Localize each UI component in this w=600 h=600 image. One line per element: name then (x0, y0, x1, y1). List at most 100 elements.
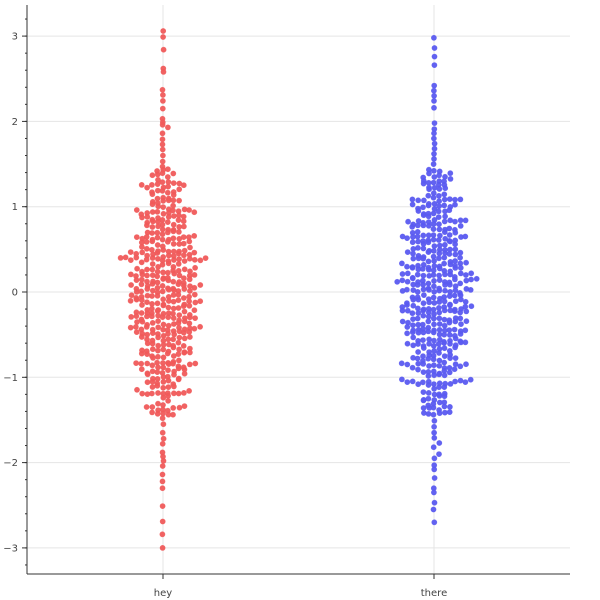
data-point-there (446, 196, 453, 202)
data-point-there (420, 272, 427, 279)
data-point-there (430, 226, 437, 232)
data-point-there (425, 395, 432, 402)
data-point-hey (165, 392, 171, 399)
data-point-hey (175, 357, 182, 364)
data-point-there (430, 167, 437, 174)
data-point-hey (149, 340, 156, 347)
data-point-hey (170, 278, 177, 285)
data-point-there (404, 361, 411, 368)
data-point-there (441, 307, 448, 314)
data-point-there (430, 329, 437, 336)
data-point-hey (154, 359, 160, 366)
data-point-hey (180, 303, 187, 309)
data-point-there (436, 203, 442, 210)
data-point-there (446, 302, 453, 309)
data-point-hey (159, 429, 166, 436)
data-point-hey (155, 312, 161, 319)
data-point-hey (165, 330, 171, 337)
data-point-hey (176, 334, 183, 341)
data-point-hey (138, 360, 145, 367)
data-point-hey (191, 291, 198, 298)
data-point-there (436, 287, 443, 294)
data-point-there (431, 130, 437, 137)
data-point-hey (149, 330, 156, 336)
data-point-there (430, 411, 437, 418)
data-point-there (457, 330, 464, 337)
y-tick-label: −1 (3, 373, 18, 384)
data-point-there (425, 410, 432, 417)
data-point-there (426, 286, 432, 293)
data-point-there (431, 429, 437, 436)
data-point-there (425, 266, 432, 273)
data-point-hey (176, 272, 183, 279)
data-point-hey (176, 186, 183, 193)
data-point-there (446, 327, 453, 333)
data-point-there (452, 201, 458, 208)
data-point-hey (143, 256, 150, 263)
data-point-there (404, 263, 410, 270)
data-point-hey (186, 320, 193, 327)
data-point-hey (143, 404, 150, 410)
data-point-hey (139, 390, 146, 397)
data-point-hey (139, 318, 146, 325)
data-point-hey (155, 263, 161, 270)
data-point-hey (181, 258, 188, 264)
data-point-hey (160, 421, 167, 428)
data-point-there (457, 296, 464, 303)
data-point-hey (191, 307, 198, 314)
data-point-hey (159, 158, 166, 165)
data-point-there (415, 321, 422, 328)
data-point-hey (165, 213, 172, 220)
data-point-hey (170, 344, 177, 351)
data-point-there (473, 275, 480, 282)
data-point-hey (202, 255, 209, 261)
data-point-hey (149, 346, 156, 353)
data-point-there (436, 309, 443, 316)
data-point-there (457, 217, 464, 224)
data-point-there (430, 294, 437, 301)
data-point-there (409, 275, 416, 282)
data-point-hey (154, 369, 161, 375)
data-point-there (441, 254, 448, 261)
data-point-hey (154, 292, 161, 299)
data-point-hey (170, 360, 176, 367)
data-point-there (430, 315, 437, 322)
data-point-there (431, 277, 437, 284)
data-point-hey (159, 236, 166, 243)
data-point-hey (133, 288, 140, 295)
data-point-hey (154, 307, 161, 314)
data-point-there (431, 372, 437, 379)
data-point-hey (181, 247, 188, 254)
data-point-there (436, 362, 443, 369)
data-point-hey (159, 282, 166, 289)
data-point-there (431, 53, 438, 60)
data-point-there (430, 161, 437, 167)
data-point-there (442, 185, 449, 192)
data-point-hey (154, 181, 161, 187)
data-point-hey (191, 232, 198, 239)
data-point-there (436, 250, 443, 257)
data-point-hey (133, 254, 140, 261)
data-point-there (426, 404, 433, 411)
data-point-hey (160, 457, 167, 464)
data-point-hey (133, 234, 140, 240)
data-point-hey (175, 297, 182, 304)
data-point-there (415, 329, 422, 336)
data-point-there (462, 339, 469, 346)
data-point-hey (170, 383, 177, 390)
data-point-hey (187, 244, 193, 251)
data-point-hey (149, 209, 156, 215)
data-point-there (431, 347, 438, 354)
data-point-there (441, 229, 448, 235)
data-point-hey (191, 256, 198, 263)
data-point-hey (165, 286, 172, 293)
data-point-hey (170, 390, 177, 397)
data-point-there (441, 353, 448, 359)
data-point-there (463, 318, 470, 325)
data-point-hey (155, 390, 161, 396)
data-point-there (410, 342, 417, 349)
data-point-hey (181, 335, 188, 342)
data-point-hey (150, 354, 156, 361)
data-point-there (446, 225, 453, 232)
data-point-there (430, 221, 437, 227)
